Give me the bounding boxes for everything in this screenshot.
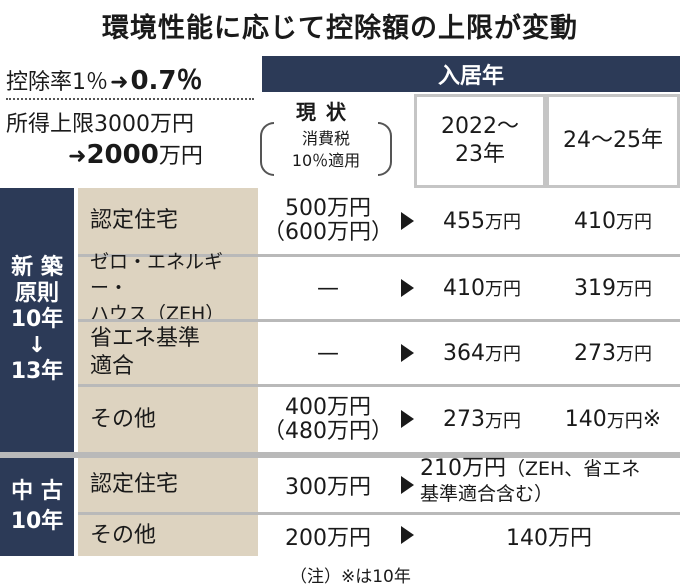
- asterisk-mark: ※: [642, 407, 662, 432]
- current-value-line1: 500万円: [285, 196, 371, 221]
- current-value-used-certified: 300万円: [285, 475, 371, 500]
- used-home-label-line: 10年: [10, 509, 64, 534]
- new-build-label-line: 原則: [14, 281, 59, 306]
- value-note: （ZEH、省エネ: [506, 458, 641, 480]
- row-label-text: ゼロ・エネルギー・: [90, 251, 224, 299]
- row-label-other: その他: [78, 387, 258, 452]
- value-number: 319: [574, 275, 616, 301]
- current-value-zeh: —: [317, 275, 339, 301]
- triangle-arrow-icon: [401, 279, 414, 297]
- current-header: 現状 消費税 10％適用: [258, 94, 394, 184]
- current-header-sub-line1: 消費税: [301, 129, 350, 148]
- page-title: 環境性能に応じて控除額の上限が変動: [102, 13, 578, 44]
- new-build-label: 新 築 原則 10年 ↓ 13年: [0, 188, 74, 452]
- triangle-arrow-icon: [401, 212, 414, 230]
- used-home-label-line: 中 古: [11, 479, 63, 504]
- row-label-text: その他: [90, 522, 157, 548]
- value-2024-other: 140 万円 ※: [548, 387, 678, 452]
- rate-old: 控除率1％: [6, 70, 108, 95]
- row-label-used-other: その他: [78, 515, 258, 556]
- value-number: 364: [443, 340, 485, 366]
- income-limit-old: 所得上限3000万円: [6, 112, 194, 137]
- footnote: （注）※は10年: [290, 567, 411, 586]
- value-number: 410: [574, 208, 616, 234]
- current-header-title: 現状: [296, 100, 356, 124]
- current-value-other: 400万円 （480万円）: [258, 387, 398, 452]
- row-label-zeh: ゼロ・エネルギー・ ハウス（ZEH）: [78, 251, 258, 325]
- triangle-arrow-icon: [401, 476, 414, 494]
- value-unit: 万円: [485, 279, 521, 300]
- income-limit-new: ➜2000万円: [68, 138, 258, 170]
- triangle-arrow-icon: [401, 410, 414, 428]
- used-home-label: 中 古 10年: [0, 458, 74, 556]
- value-2022-energy-standard: 364 万円: [418, 322, 546, 384]
- current-value-energy-standard: —: [317, 340, 339, 366]
- row-label-used-certified: 認定住宅: [78, 458, 258, 512]
- value-unit: 万円: [606, 410, 643, 432]
- triangle-arrow-icon: [401, 526, 414, 544]
- value-number: 410: [443, 275, 485, 301]
- row-label-text: その他: [90, 406, 157, 432]
- current-header-sub: 消費税 10％適用: [270, 128, 382, 172]
- deduction-rate-change: 控除率1％➜0.7％: [6, 60, 256, 96]
- value-note-line2: 基準適合含む）: [420, 483, 554, 505]
- year-2022-header-line2: 23年: [455, 142, 505, 167]
- value-used-certified: 210万円（ZEH、省エネ 基準適合含む）: [420, 456, 680, 512]
- arrow-right-icon: ➜: [68, 144, 87, 169]
- income-limit-new-value: 2000: [86, 140, 159, 170]
- current-value-line2: （480万円）: [263, 418, 393, 444]
- new-build-label-line: 新 築: [11, 255, 63, 280]
- value-2022-certified: 455 万円: [418, 188, 546, 254]
- current-value-used-other: 200万円: [285, 525, 371, 551]
- income-limit-unit: 万円: [158, 144, 203, 169]
- row-label-text: 認定住宅: [90, 472, 179, 497]
- value-unit: 万円: [616, 279, 652, 300]
- value-used-other: 140万円: [506, 525, 592, 551]
- value-unit: 万円: [616, 212, 652, 233]
- current-value-line1: 400万円: [285, 394, 371, 420]
- triangle-arrow-icon: [401, 344, 414, 362]
- current-header-sub-line2: 10％適用: [291, 151, 361, 170]
- year-2022-header: 2022～ 23年: [414, 94, 546, 188]
- row-label-text: 認定住宅: [90, 208, 179, 233]
- new-build-label-line: 13年: [10, 359, 64, 384]
- value-unit: 万円: [485, 344, 521, 365]
- row-divider: [78, 319, 680, 322]
- value-number: 273: [443, 407, 485, 432]
- value-line: 210万円（ZEH、省エネ: [420, 456, 680, 482]
- value-number: 455: [443, 208, 485, 234]
- year-2022-header-line1: 2022～: [441, 114, 519, 139]
- row-divider: [78, 254, 680, 257]
- row-label-certified: 認定住宅: [78, 188, 258, 254]
- value-2024-certified: 410 万円: [548, 188, 678, 254]
- value-unit: 万円: [485, 410, 521, 432]
- row-label-text: 省エネ基準: [90, 326, 201, 351]
- value-2024-energy-standard: 273 万円: [548, 322, 678, 384]
- current-value-line2: （600万円）: [263, 220, 393, 245]
- value-number: 140: [564, 407, 607, 432]
- row-divider: [78, 384, 680, 387]
- value-2024-zeh: 319 万円: [548, 257, 678, 319]
- value-main: 210万円: [420, 456, 506, 481]
- group-divider: [0, 452, 680, 458]
- value-2022-other: 273 万円: [418, 387, 546, 452]
- divider-dotted: [6, 98, 254, 100]
- arrow-right-icon: ➜: [110, 70, 129, 95]
- move-in-year-header: 入居年: [262, 56, 680, 92]
- row-label-energy-standard: 省エネ基準 適合: [78, 322, 258, 384]
- value-unit: 万円: [616, 344, 652, 365]
- value-2022-zeh: 410 万円: [418, 257, 546, 319]
- row-label-text: 適合: [90, 354, 135, 379]
- new-build-label-line: 10年: [10, 307, 64, 332]
- year-2024-header: 24～25年: [546, 94, 680, 188]
- down-arrow-icon: ↓: [27, 333, 47, 358]
- current-value-certified: 500万円 （600万円）: [258, 188, 398, 254]
- rate-new: 0.7％: [130, 66, 203, 96]
- value-unit: 万円: [485, 212, 521, 233]
- value-number: 273: [574, 340, 616, 366]
- row-divider: [78, 512, 680, 515]
